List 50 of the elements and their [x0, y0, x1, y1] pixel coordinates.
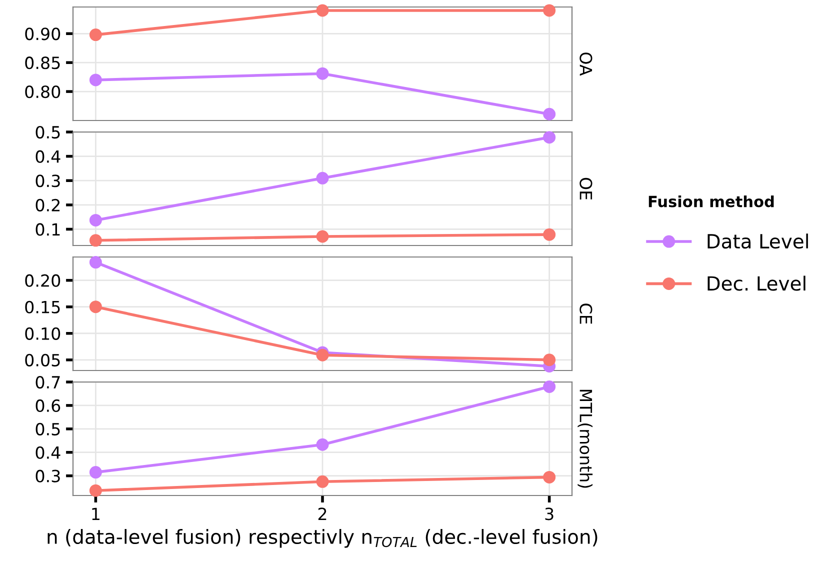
- x-tick-label: 1: [92, 508, 100, 520]
- point: [543, 470, 556, 484]
- legend-title: Fusion method: [648, 195, 774, 208]
- legend-label: Dec. Level: [708, 276, 806, 291]
- point: [316, 348, 329, 362]
- y-tick-label: 0.4: [36, 446, 60, 459]
- point: [89, 300, 102, 314]
- point: [89, 256, 102, 269]
- point: [316, 67, 329, 80]
- text: MTL(month): [578, 390, 593, 488]
- point: [543, 108, 556, 120]
- y-tick-label: 0.5: [36, 422, 60, 436]
- y-tick-label: 0.6: [36, 399, 60, 412]
- point: [89, 74, 102, 86]
- point: [543, 380, 556, 393]
- point: [316, 172, 329, 184]
- text: OE: [580, 178, 592, 200]
- y-tick-label: 0.15: [25, 300, 60, 314]
- point: [316, 475, 329, 488]
- point: [316, 230, 329, 243]
- y-tick-label: 0.85: [25, 56, 60, 70]
- point: [543, 4, 556, 17]
- legend-label: Data Level: [708, 234, 808, 249]
- point: [89, 484, 102, 497]
- point: [316, 4, 329, 17]
- y-tick-label: 0.2: [36, 198, 60, 212]
- point: [89, 234, 102, 247]
- point: [543, 228, 556, 241]
- y-tick-label: 0.90: [25, 28, 60, 40]
- y-tick-label: 0.5: [36, 126, 60, 139]
- point: [89, 28, 102, 42]
- point: [543, 354, 556, 366]
- point: [89, 466, 102, 479]
- y-tick-label: 0.7: [36, 376, 60, 389]
- point: [89, 214, 102, 226]
- y-tick-label: 0.4: [36, 150, 60, 163]
- x-tick-label: 3: [545, 508, 554, 520]
- text: CE: [580, 304, 592, 324]
- x-axis-title: n (data-level fusion) respectivly n$_{TOTAL}$ (dec.-level fusion): [48, 528, 598, 548]
- point: [543, 131, 556, 144]
- text: OA: [580, 52, 592, 76]
- y-tick-label: 0.10: [25, 327, 60, 340]
- x-tick-label: 2: [318, 508, 326, 520]
- y-tick-label: 0.80: [25, 86, 60, 98]
- y-tick-label: 0.3: [36, 470, 60, 482]
- point: [316, 438, 329, 451]
- y-tick-label: 0.05: [25, 354, 60, 366]
- y-tick-label: 0.20: [25, 274, 60, 287]
- y-tick-label: 0.1: [36, 223, 60, 236]
- y-tick-label: 0.3: [36, 174, 60, 188]
